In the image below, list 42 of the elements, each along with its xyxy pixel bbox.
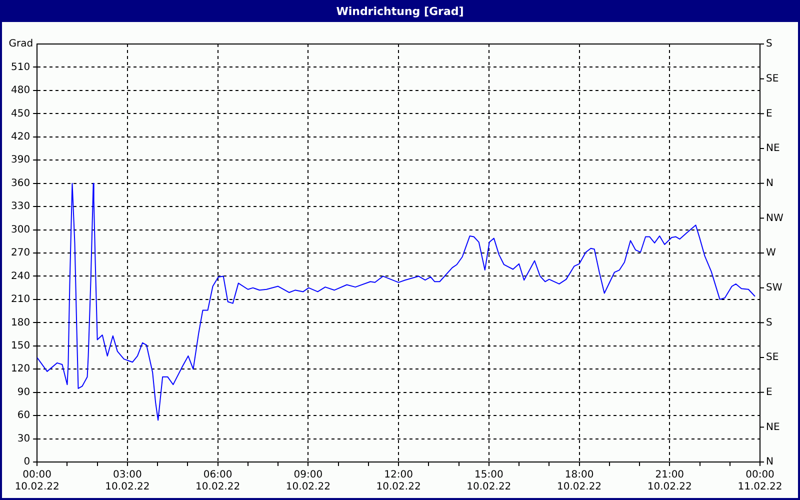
y-tick-label: 330 [10,201,30,212]
y-tick-label: 480 [10,85,30,96]
text: E [766,386,772,398]
x-tick-label: 12:00 10.02.22 [376,470,421,493]
chart-title: Windrichtung [Grad] [2,2,798,22]
y-tick-label: 360 [10,178,30,189]
text: S [766,38,772,50]
y-tick-label: 270 [10,248,30,259]
y-tick-label: 180 [10,317,30,328]
text: S [766,317,772,328]
text: NE [766,422,780,433]
x-tick-label: 15:00 10.02.22 [466,470,512,493]
text: NW [766,212,784,224]
y-tick-label: 210 [10,294,30,306]
text: N [766,178,774,189]
x-tick-label: 06:00 10.02.22 [196,470,240,493]
y-tick-label: 450 [10,108,30,120]
y-axis-title: Grad [8,38,34,50]
y-tick-label: 300 [10,224,30,236]
text: SE [766,352,779,364]
x-tick-label: 00:00 10.02.22 [14,470,60,493]
text: E [766,108,772,120]
y-tick-label: 30 [17,433,30,444]
y-tick-label: 420 [10,131,30,142]
y-tick-label: 390 [10,154,30,166]
x-tick-label: 21:00 10.02.22 [647,470,692,493]
text: N [766,456,774,468]
x-tick-label: 18:00 10.02.22 [557,470,602,493]
y-tick-label: 120 [10,364,30,375]
text: W [766,248,776,259]
x-tick-label: 00:00 11.02.22 [738,470,782,493]
x-tick-label: 03:00 10.02.22 [105,470,150,493]
x-tick-label: 09:00 10.02.22 [286,470,330,493]
y-tick-label: 0 [24,456,30,468]
y-tick-label: 90 [17,386,30,398]
text: SE [766,73,779,84]
y-tick-label: 510 [10,62,30,73]
y-tick-label: 240 [10,270,30,282]
text: SW [766,282,782,294]
text: NE [766,143,780,154]
y-tick-label: 150 [10,340,30,352]
y-tick-label: 60 [17,410,30,422]
